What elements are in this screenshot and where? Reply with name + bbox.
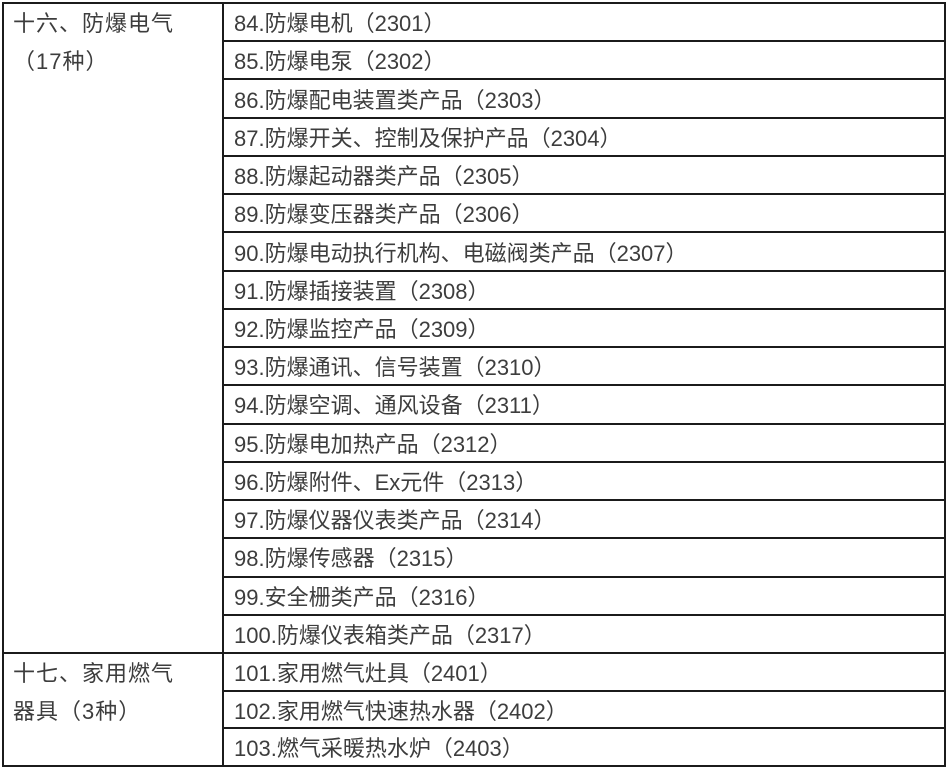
table-row: 99.安全栅类产品（2316） <box>224 578 944 616</box>
section-household-gas-appliances: 十七、家用燃气 器具（3种） 101.家用燃气灶具（2401） 102.家用燃气… <box>4 654 944 765</box>
table-row: 91.防爆插接装置（2308） <box>224 272 944 310</box>
table-row: 88.防爆起动器类产品（2305） <box>224 157 944 196</box>
table-row: 90.防爆电动执行机构、电磁阀类产品（2307） <box>224 233 944 272</box>
section-explosion-proof-electrical: 十六、防爆电气 （17种） 84.防爆电机（2301） 85.防爆电泵（2302… <box>4 4 944 654</box>
item-list: 101.家用燃气灶具（2401） 102.家用燃气快速热水器（2402） 103… <box>224 654 944 765</box>
table-row: 101.家用燃气灶具（2401） <box>224 654 944 692</box>
table-row: 96.防爆附件、Ex元件（2313） <box>224 463 944 502</box>
table-row: 102.家用燃气快速热水器（2402） <box>224 692 944 730</box>
table-row: 89.防爆变压器类产品（2306） <box>224 195 944 234</box>
table-row: 95.防爆电加热产品（2312） <box>224 425 944 463</box>
table-row: 87.防爆开关、控制及保护产品（2304） <box>224 119 944 157</box>
category-cell: 十六、防爆电气 （17种） <box>4 4 224 652</box>
table-row: 93.防爆通讯、信号装置（2310） <box>224 348 944 387</box>
table-row: 97.防爆仪器仪表类产品（2314） <box>224 501 944 540</box>
table-row: 100.防爆仪表箱类产品（2317） <box>234 622 546 648</box>
table-row: 92.防爆监控产品（2309） <box>224 310 944 349</box>
table-row: 94.防爆空调、通风设备（2311） <box>224 386 944 425</box>
table-row: 84.防爆电机（2301） <box>224 4 944 43</box>
item-list: 84.防爆电机（2301） 85.防爆电泵（2302） 86.防爆配电装置类产品… <box>224 4 944 652</box>
table-row: 103.燃气采暖热水炉（2403） <box>234 736 524 762</box>
table-row: 85.防爆电泵（2302） <box>224 42 944 81</box>
table-row: 86.防爆配电装置类产品（2303） <box>224 80 944 119</box>
table-row: 98.防爆传感器（2315） <box>224 539 944 578</box>
category-cell: 十七、家用燃气 器具（3种） <box>4 654 224 765</box>
